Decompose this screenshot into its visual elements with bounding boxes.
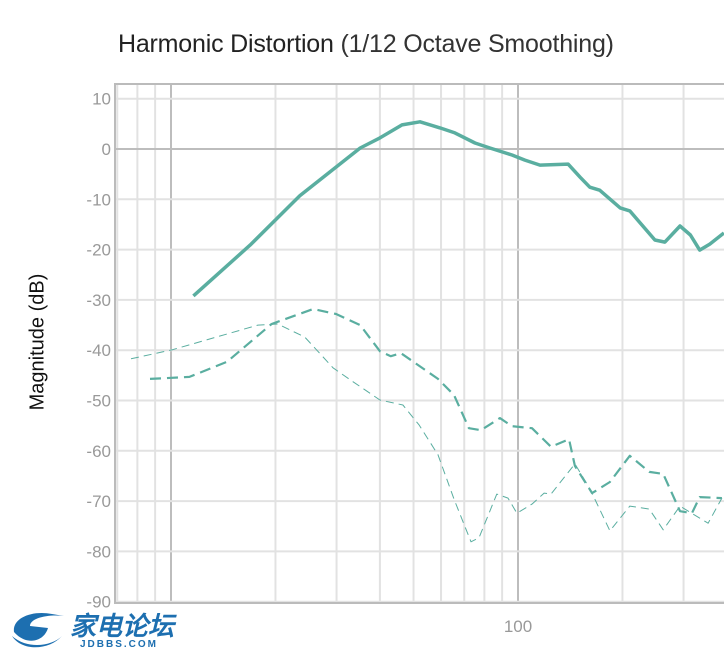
grid xyxy=(115,84,724,603)
chart-subtitle: (1/12 Octave Smoothing) xyxy=(340,30,614,58)
series-line-2nd-harmonic xyxy=(149,307,722,515)
y-tick-label: -70 xyxy=(86,492,111,511)
y-tick-label: -40 xyxy=(86,341,111,360)
chart-title-main: Harmonic Distortion xyxy=(118,30,334,58)
y-tick-label: -60 xyxy=(86,442,111,461)
y-tick-label: -90 xyxy=(86,593,111,612)
watermark-logo: 家电论坛 JDBBS.COM xyxy=(8,606,198,654)
y-tick-label: -30 xyxy=(86,291,111,310)
y-tick-label: 0 xyxy=(102,140,111,159)
y-tick-label: -80 xyxy=(86,542,111,561)
y-tick-label: -20 xyxy=(86,241,111,260)
y-tick-label: -50 xyxy=(86,392,111,411)
series-line-fundamental xyxy=(192,120,724,298)
y-tick-label: -10 xyxy=(86,190,111,209)
series-line-3rd-harmonic xyxy=(130,323,723,543)
logo-text-cn: 家电论坛 xyxy=(70,611,175,641)
logo-text-en: JDBBS.COM xyxy=(80,639,159,650)
plot-frame xyxy=(114,83,724,604)
chart-title: Harmonic Distortion (1/12 Octave Smoothi… xyxy=(118,30,614,59)
y-tick-label: 10 xyxy=(92,90,111,109)
x-tick-label: 100 xyxy=(504,617,532,636)
series-lines xyxy=(130,120,724,543)
logo-swoosh-icon xyxy=(12,612,64,648)
